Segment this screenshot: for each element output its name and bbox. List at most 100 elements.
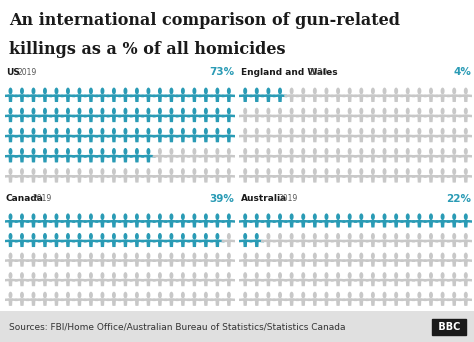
Polygon shape [162,299,167,300]
Polygon shape [351,279,356,281]
Polygon shape [101,177,102,182]
Polygon shape [35,299,40,300]
Circle shape [9,213,12,220]
Polygon shape [331,156,337,157]
Polygon shape [337,222,338,227]
Polygon shape [245,116,246,121]
Polygon shape [464,279,467,280]
Polygon shape [383,300,384,305]
Polygon shape [292,177,293,182]
Polygon shape [338,96,339,101]
Polygon shape [401,260,406,261]
Circle shape [406,168,410,175]
Circle shape [336,213,340,220]
Polygon shape [456,115,461,117]
Polygon shape [80,241,81,246]
Polygon shape [193,135,196,136]
Polygon shape [343,299,348,300]
Polygon shape [398,279,403,281]
Polygon shape [61,115,66,117]
Circle shape [77,292,82,299]
Polygon shape [43,299,46,300]
Polygon shape [43,260,46,261]
Polygon shape [327,300,328,305]
Polygon shape [34,136,35,142]
Polygon shape [424,156,429,157]
Circle shape [313,213,317,220]
Polygon shape [127,299,132,300]
Polygon shape [424,115,429,117]
Polygon shape [45,116,46,121]
Text: An international comparison of gun-related: An international comparison of gun-relat… [9,12,401,29]
Polygon shape [153,299,158,300]
Polygon shape [384,300,386,305]
Polygon shape [268,177,270,182]
Polygon shape [360,156,363,157]
Circle shape [371,168,375,175]
Polygon shape [419,96,420,101]
Polygon shape [454,96,456,101]
Polygon shape [193,241,194,246]
Polygon shape [386,279,392,281]
Polygon shape [293,279,299,281]
Polygon shape [137,241,138,246]
Polygon shape [465,116,466,121]
Polygon shape [173,95,178,96]
Polygon shape [56,136,58,142]
Polygon shape [313,299,317,300]
Polygon shape [466,157,467,162]
Polygon shape [278,260,282,261]
Polygon shape [386,299,392,300]
Polygon shape [66,260,70,261]
Polygon shape [383,135,386,136]
Polygon shape [245,157,246,162]
Polygon shape [325,261,327,266]
Polygon shape [147,260,150,261]
Polygon shape [9,300,10,305]
Polygon shape [384,136,386,142]
Circle shape [394,252,398,259]
Polygon shape [431,157,432,162]
Polygon shape [282,260,287,261]
Polygon shape [55,241,56,246]
Polygon shape [302,177,303,182]
Polygon shape [91,157,92,162]
Polygon shape [50,135,55,137]
Polygon shape [250,260,255,261]
Polygon shape [371,221,374,222]
Polygon shape [443,300,444,305]
Polygon shape [10,300,12,305]
Polygon shape [441,177,443,182]
Polygon shape [305,156,310,157]
Polygon shape [410,115,415,117]
Polygon shape [296,279,301,281]
Polygon shape [159,280,160,286]
Polygon shape [147,279,150,280]
Polygon shape [112,279,116,280]
Circle shape [394,148,398,155]
Polygon shape [188,95,193,96]
Polygon shape [348,299,351,300]
Polygon shape [430,177,431,182]
Polygon shape [104,156,109,157]
Polygon shape [44,96,45,101]
Polygon shape [317,156,322,157]
Circle shape [371,88,375,94]
Circle shape [243,233,247,240]
Polygon shape [386,240,392,242]
Circle shape [278,88,282,94]
Polygon shape [176,175,182,177]
Polygon shape [80,136,81,142]
Polygon shape [389,135,394,137]
Circle shape [325,128,328,135]
Polygon shape [193,261,194,266]
Polygon shape [303,222,304,227]
Circle shape [192,252,196,259]
Polygon shape [308,240,313,242]
Polygon shape [91,222,92,227]
Polygon shape [70,175,75,177]
Circle shape [43,272,47,279]
Polygon shape [401,95,406,96]
Circle shape [31,168,36,175]
Polygon shape [58,221,63,222]
